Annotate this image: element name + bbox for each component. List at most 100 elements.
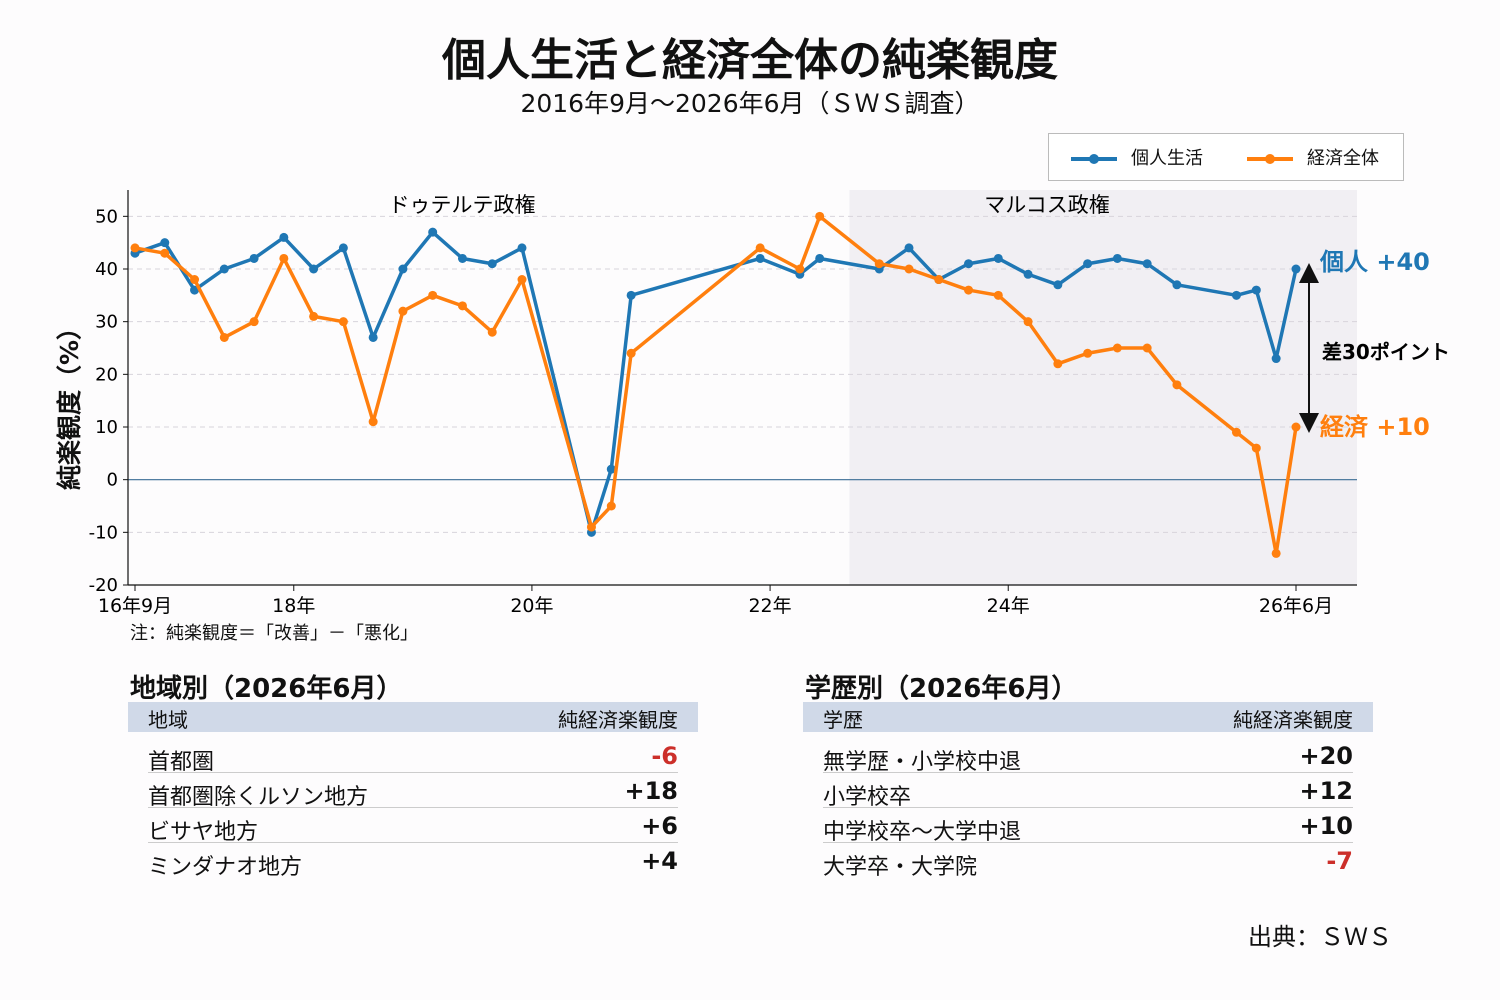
data-point-personal <box>1271 354 1281 364</box>
data-point-economy <box>904 264 914 274</box>
legend-swatch-economy <box>1247 154 1293 164</box>
row-label: 大学卒・大学院 <box>823 855 978 880</box>
data-point-personal <box>517 243 527 253</box>
data-point-personal <box>487 259 497 269</box>
x-ticks: 16年9月 18年 20年 22年 24年 26年6月 <box>98 585 1333 617</box>
chart-title: 個人生活と経済全体の純楽観度 <box>442 35 1058 86</box>
table-row: 小学校卒 +12 <box>823 773 1353 810</box>
row-label: 小学校卒 <box>823 785 912 810</box>
row-label: 首都圏 <box>148 750 215 775</box>
education-col-value: 純経済楽観度 <box>1233 708 1353 732</box>
x-tick-label: 16年9月 <box>98 595 172 617</box>
data-point-personal <box>160 238 170 248</box>
data-point-personal <box>993 253 1003 263</box>
data-point-economy <box>1142 343 1152 353</box>
data-point-personal <box>815 253 825 263</box>
table-row: 首都圏除くルソン地方 +18 <box>148 773 678 810</box>
line-chart: -20 -10 0 10 20 30 40 50 16年9月 18年 20年 22年 24年 26年6月… <box>89 190 1450 617</box>
data-point-economy <box>1271 548 1281 558</box>
data-point-economy <box>160 248 170 258</box>
data-point-economy <box>279 253 289 263</box>
data-point-economy <box>934 275 944 285</box>
data-point-personal <box>279 232 289 242</box>
data-point-economy <box>368 417 378 427</box>
data-point-economy <box>1112 343 1122 353</box>
data-point-personal <box>398 264 408 274</box>
table-row: ミンダナオ地方 +4 <box>148 843 678 880</box>
data-point-economy <box>190 275 200 285</box>
row-label: ミンダナオ地方 <box>148 855 303 880</box>
legend-item-economy: 経済全体 <box>1247 144 1379 170</box>
education-table: 学歴 純経済楽観度 無学歴・小学校中退 +20 小学校卒 +12 中学校卒～大学中退… <box>803 702 1373 880</box>
data-point-economy <box>428 290 438 300</box>
region-col-label: 地域 <box>148 708 188 732</box>
data-point-personal <box>1142 259 1152 269</box>
data-point-economy <box>606 501 616 511</box>
data-point-economy <box>338 317 348 327</box>
legend-label-economy: 経済全体 <box>1307 148 1379 169</box>
data-point-personal <box>1083 259 1093 269</box>
y-tick-label: -20 <box>89 575 118 596</box>
chart-note: 注：純楽観度＝「改善」－「悪化」 <box>130 623 418 644</box>
legend: 個人生活 経済全体 <box>1048 133 1404 181</box>
data-point-personal <box>249 253 259 263</box>
row-value: +20 <box>1299 742 1353 770</box>
y-ticks: -20 -10 0 10 20 30 40 50 <box>89 206 128 596</box>
marcos-period-label: マルコス政権 <box>984 193 1110 217</box>
data-point-personal <box>1112 253 1122 263</box>
data-point-economy <box>1053 359 1063 369</box>
data-point-economy <box>874 259 884 269</box>
data-point-personal <box>755 253 765 263</box>
data-point-economy <box>398 306 408 316</box>
data-point-economy <box>1231 427 1241 437</box>
legend-label-personal: 個人生活 <box>1131 148 1203 169</box>
x-tick-label: 22年 <box>748 595 791 617</box>
marcos-period-shade <box>849 190 1357 585</box>
education-col-label: 学歴 <box>823 708 863 732</box>
data-point-personal <box>190 285 200 295</box>
data-point-personal <box>1231 290 1241 300</box>
data-point-economy <box>795 264 805 274</box>
data-point-personal <box>338 243 348 253</box>
data-point-economy <box>1251 443 1261 453</box>
y-tick-label: 10 <box>95 417 118 438</box>
data-point-economy <box>249 317 259 327</box>
data-point-economy <box>487 327 497 337</box>
row-value: +6 <box>641 812 678 840</box>
region-table: 地域 純経済楽観度 首都圏 -6 首都圏除くルソン地方 +18 ビサヤ地方 +6 ミン… <box>128 702 698 880</box>
row-value: +10 <box>1299 812 1353 840</box>
row-value: -7 <box>1326 847 1353 875</box>
data-point-economy <box>964 285 974 295</box>
data-point-economy <box>309 311 319 321</box>
data-point-economy <box>626 348 636 358</box>
y-tick-label: 30 <box>95 312 118 333</box>
row-label: 無学歴・小学校中退 <box>823 750 1022 775</box>
x-tick-label: 18年 <box>272 595 315 617</box>
duterte-period-label: ドゥテルテ政権 <box>389 193 536 217</box>
data-point-economy <box>993 290 1003 300</box>
economy-end-label: 経済 +10 <box>1320 413 1430 441</box>
y-tick-label: 40 <box>95 259 118 280</box>
table-row: 大学卒・大学院 -7 <box>823 843 1353 880</box>
legend-item-personal: 個人生活 <box>1071 144 1203 170</box>
data-point-personal <box>368 332 378 342</box>
data-point-economy <box>219 332 229 342</box>
row-value: +18 <box>624 777 678 805</box>
data-point-personal <box>1172 280 1182 290</box>
education-table-header: 学歴 純経済楽観度 <box>803 702 1373 732</box>
data-point-personal <box>309 264 319 274</box>
data-point-economy <box>130 243 140 253</box>
table-row: 首都圏 -6 <box>148 738 678 775</box>
gridlines <box>128 215 1357 533</box>
table-row: 中学校卒～大学中退 +10 <box>823 808 1353 845</box>
data-point-economy <box>457 301 467 311</box>
table-row: 無学歴・小学校中退 +20 <box>823 738 1353 775</box>
region-col-value: 純経済楽観度 <box>558 708 678 732</box>
data-point-personal <box>1291 264 1301 274</box>
region-table-title: 地域別（2026年6月） <box>130 674 403 704</box>
data-point-economy <box>1083 348 1093 358</box>
data-point-personal <box>626 290 636 300</box>
data-point-personal <box>1053 280 1063 290</box>
personal-end-label: 個人 +40 <box>1319 248 1430 276</box>
y-axis-label: 純楽観度（%） <box>50 315 86 490</box>
